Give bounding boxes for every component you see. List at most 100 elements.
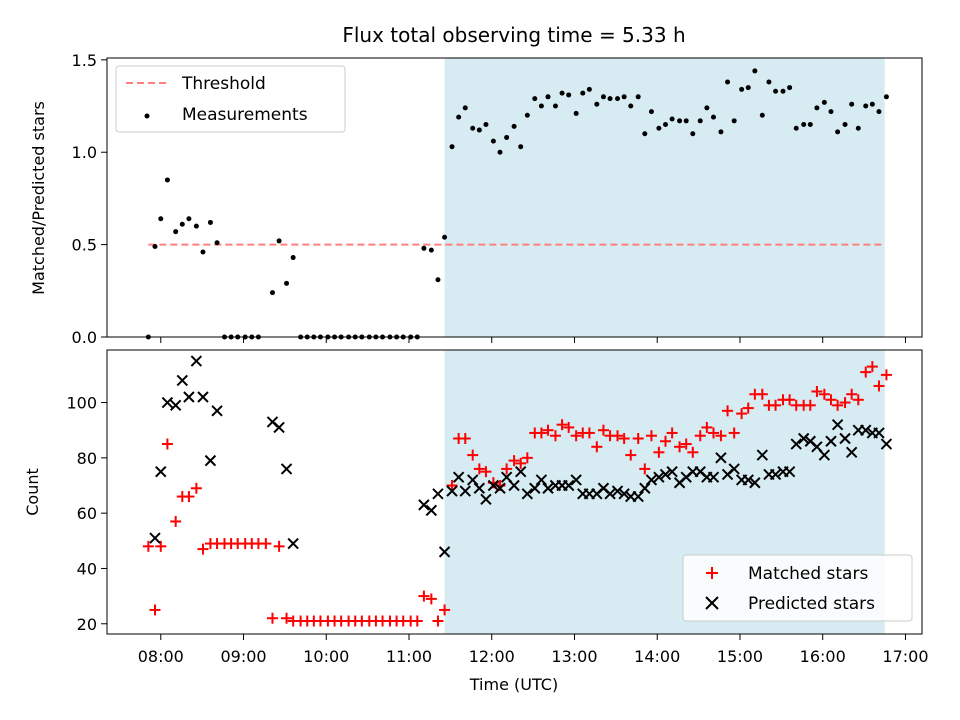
matched-star-point	[521, 452, 533, 464]
measurement-point	[642, 131, 648, 137]
predicted-star-point	[797, 432, 810, 445]
measurement-point	[807, 122, 813, 128]
matched-star-point	[425, 593, 437, 605]
matched-star-point	[411, 615, 423, 627]
matched-star-point	[149, 604, 161, 616]
predicted-star-point	[604, 488, 616, 500]
predicted-star-point	[818, 449, 831, 461]
measurement-point	[284, 280, 290, 286]
matched-star-point	[459, 432, 471, 444]
matched-star-point	[467, 449, 479, 461]
measurement-point	[214, 240, 220, 246]
measurement-point	[635, 94, 641, 100]
measurement-point	[449, 144, 455, 150]
measurement-point	[532, 96, 538, 102]
predicted-star-point	[480, 493, 492, 506]
measurement-point	[476, 127, 482, 133]
predicted-star-point	[659, 468, 672, 481]
matched-star-point	[273, 540, 285, 552]
measurement-point	[656, 125, 662, 131]
bottom-y-tick-label: 40	[77, 559, 97, 578]
matched-star-point	[563, 421, 575, 433]
matched-star-point	[715, 430, 727, 442]
matched-star-point	[591, 441, 603, 453]
matched-star-point	[260, 538, 272, 550]
matched-star-point	[880, 369, 892, 381]
matched-star-point	[508, 455, 520, 467]
predicted-star-point	[514, 465, 527, 478]
measurement-point	[863, 103, 869, 109]
measurements-legend-label: Measurements	[182, 105, 308, 125]
measurement-point	[186, 216, 192, 222]
matched-star-point	[873, 380, 885, 392]
measurement-point	[759, 112, 765, 118]
measurement-point	[766, 79, 772, 85]
matched-star-point	[515, 457, 527, 469]
measurements-legend-swatch	[144, 113, 150, 119]
x-tick-label: 14:00	[634, 647, 680, 666]
matched-star-point	[418, 590, 430, 602]
matched-star-point	[480, 466, 492, 478]
top-observing-span	[444, 58, 885, 337]
measurement-point	[801, 122, 807, 128]
matched-star-point	[632, 432, 644, 444]
measurement-point	[490, 138, 496, 144]
matched-star-point	[770, 399, 782, 411]
matched-star-point	[618, 432, 630, 444]
predicted-star-point	[459, 485, 471, 497]
predicted-star-point	[611, 485, 624, 497]
predicted-star-point	[432, 488, 444, 500]
measurement-point	[456, 114, 462, 120]
matched-star-point	[860, 366, 872, 378]
measurement-point	[545, 94, 551, 100]
matched-star-point	[653, 446, 665, 458]
measurement-point	[849, 101, 855, 107]
measurement-point	[683, 118, 689, 124]
measurement-point	[518, 144, 524, 150]
bottom-y-tick-label: 20	[77, 615, 97, 634]
predicted-star-point	[632, 490, 644, 503]
predicted-star-point	[197, 391, 209, 403]
predicted-star-point	[860, 424, 872, 436]
predicted-star-point	[418, 499, 430, 511]
measurement-point	[497, 149, 503, 155]
predicted-star-point	[715, 452, 727, 464]
bottom-y-axis-label: Count	[23, 468, 42, 516]
threshold-legend-label: Threshold	[181, 74, 266, 94]
measurement-point	[269, 290, 275, 296]
measurement-point	[731, 118, 737, 124]
predicted-star-point	[728, 463, 740, 475]
predicted-star-point	[790, 438, 802, 450]
predicted-star-point	[487, 479, 500, 492]
matched-star-point	[645, 430, 657, 442]
matched-star-point	[197, 543, 209, 555]
measurement-point	[677, 118, 683, 124]
predicted-star-point	[190, 355, 203, 367]
matched-star-point	[666, 427, 678, 439]
measurement-point	[524, 112, 530, 118]
predicted-star-point	[287, 537, 299, 550]
predicted-star-point	[452, 471, 465, 483]
measurement-point	[739, 86, 745, 92]
matched-star-point	[612, 430, 624, 442]
matched-star-point	[866, 361, 878, 373]
measurement-point	[594, 101, 600, 107]
matched-star-point	[281, 612, 293, 624]
matched-legend-swatch	[706, 567, 718, 579]
predicted-star-point	[521, 488, 534, 500]
predicted-star-point	[473, 482, 486, 494]
matched-star-point	[852, 394, 864, 406]
matched-star-point	[839, 397, 851, 409]
predicted-star-point	[529, 482, 541, 494]
top-plot-frame	[106, 57, 923, 338]
measurement-point	[290, 255, 296, 261]
measurement-point	[855, 125, 861, 131]
top-panel: 0.0 0.5 1.0 1.5 Matched/Predicted stars Thr…	[29, 51, 923, 347]
bottom-y-tick-label: 100	[66, 394, 97, 413]
measurement-point	[842, 122, 848, 128]
x-tick-label: 09:00	[220, 647, 266, 666]
predicted-star-point	[176, 374, 189, 387]
matched-star-point	[728, 427, 740, 439]
predicted-legend-swatch	[705, 596, 719, 610]
predicted-star-point	[839, 432, 851, 445]
